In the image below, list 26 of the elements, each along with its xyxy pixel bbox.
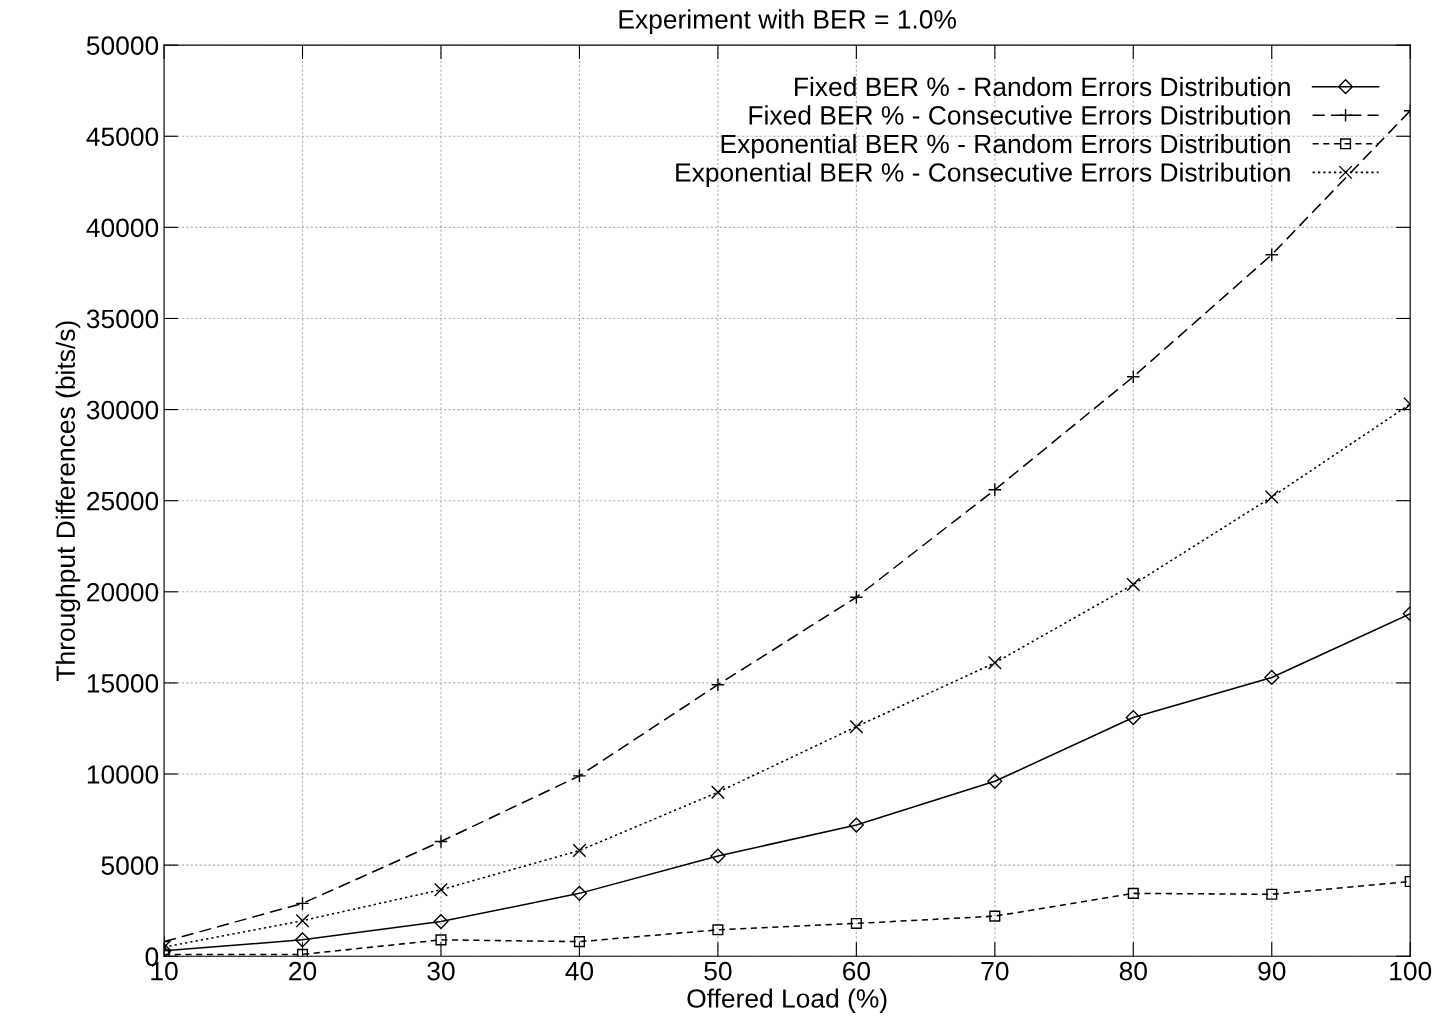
x-tick-label: 70 <box>981 961 1009 981</box>
y-tick-label: 45000 <box>86 127 159 147</box>
y-tick-label: 35000 <box>86 309 159 329</box>
x-tick-label: 40 <box>565 961 594 981</box>
y-tick-label: 30000 <box>86 400 159 420</box>
y-tick-label: 20000 <box>87 582 159 602</box>
x-tick-label: 30 <box>427 961 455 981</box>
y-tick-label: 5000 <box>101 856 159 875</box>
x-tick-label: 20 <box>289 961 317 981</box>
x-tick-label: 50 <box>704 961 732 981</box>
y-tick-label: 10000 <box>87 765 159 784</box>
legend-label: Exponential BER % - Consecutive Errors Distribution <box>676 162 1290 188</box>
x-tick-label: 80 <box>1119 961 1147 981</box>
x-tick-label: 100 <box>1390 961 1432 981</box>
chart-title: Experiment with BER = 1.0% <box>619 9 956 34</box>
legend-label: Fixed BER % - Random Errors Distribution <box>795 76 1290 97</box>
x-tick-label: 90 <box>1258 961 1286 981</box>
y-tick-label: 50000 <box>86 36 159 55</box>
x-axis-title: Offered Load (%) <box>687 988 887 1014</box>
y-axis-title: Throughput Differences (bits/s) <box>55 321 81 681</box>
legend-label: Fixed BER % - Consecutive Errors Distribution <box>749 105 1290 125</box>
y-tick-label: 40000 <box>86 218 159 238</box>
x-tick-label: 60 <box>843 961 871 981</box>
y-tick-label: 25000 <box>87 491 159 511</box>
y-tick-label: 15000 <box>87 674 159 693</box>
legend-label: Exponential BER % - Random Errors Distribution <box>721 133 1290 159</box>
